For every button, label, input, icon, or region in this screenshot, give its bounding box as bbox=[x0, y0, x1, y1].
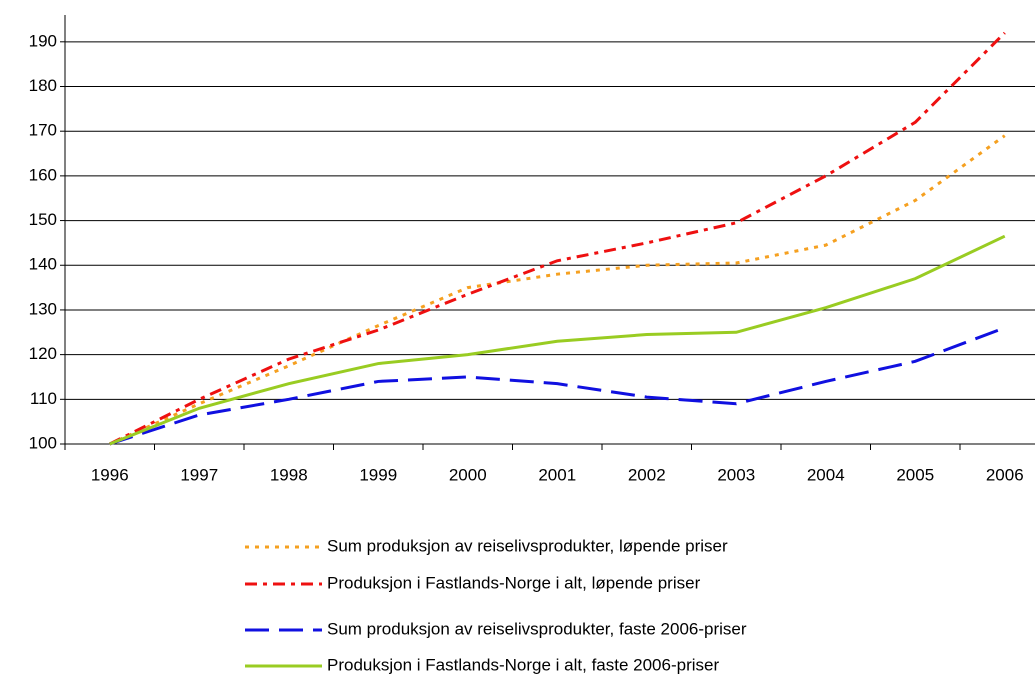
x-tick-label: 2000 bbox=[449, 465, 487, 484]
legend-label: Sum produksjon av reiselivsprodukter, fa… bbox=[327, 619, 747, 638]
x-tick-label: 2002 bbox=[628, 465, 666, 484]
x-tick-label: 1999 bbox=[359, 465, 397, 484]
x-tick-label: 2004 bbox=[807, 465, 845, 484]
legend-label: Produksjon i Fastlands-Norge i alt, fast… bbox=[327, 655, 719, 674]
series-line bbox=[109, 326, 1006, 446]
y-tick-label: 160 bbox=[29, 165, 57, 184]
legend-label: Produksjon i Fastlands-Norge i alt, løpe… bbox=[327, 573, 701, 592]
y-tick-label: 140 bbox=[29, 255, 57, 274]
x-tick-label: 1997 bbox=[180, 465, 218, 484]
x-tick-label: 2005 bbox=[896, 465, 934, 484]
series-line bbox=[109, 31, 1006, 446]
x-tick-label: 1998 bbox=[270, 465, 308, 484]
y-tick-label: 180 bbox=[29, 76, 57, 95]
y-tick-label: 170 bbox=[29, 121, 57, 140]
legend-label: Sum produksjon av reiselivsprodukter, lø… bbox=[327, 536, 728, 555]
y-tick-label: 110 bbox=[30, 389, 57, 408]
series-line bbox=[109, 234, 1006, 446]
x-tick-label: 2001 bbox=[538, 465, 576, 484]
y-tick-label: 130 bbox=[29, 299, 57, 318]
x-tick-label: 2003 bbox=[717, 465, 755, 484]
x-tick-label: 2006 bbox=[986, 465, 1024, 484]
series-line bbox=[109, 134, 1006, 446]
x-tick-label: 1996 bbox=[91, 465, 129, 484]
y-tick-label: 120 bbox=[29, 344, 57, 363]
y-tick-label: 150 bbox=[29, 210, 57, 229]
y-tick-label: 190 bbox=[29, 31, 57, 50]
y-tick-label: 100 bbox=[29, 433, 57, 452]
